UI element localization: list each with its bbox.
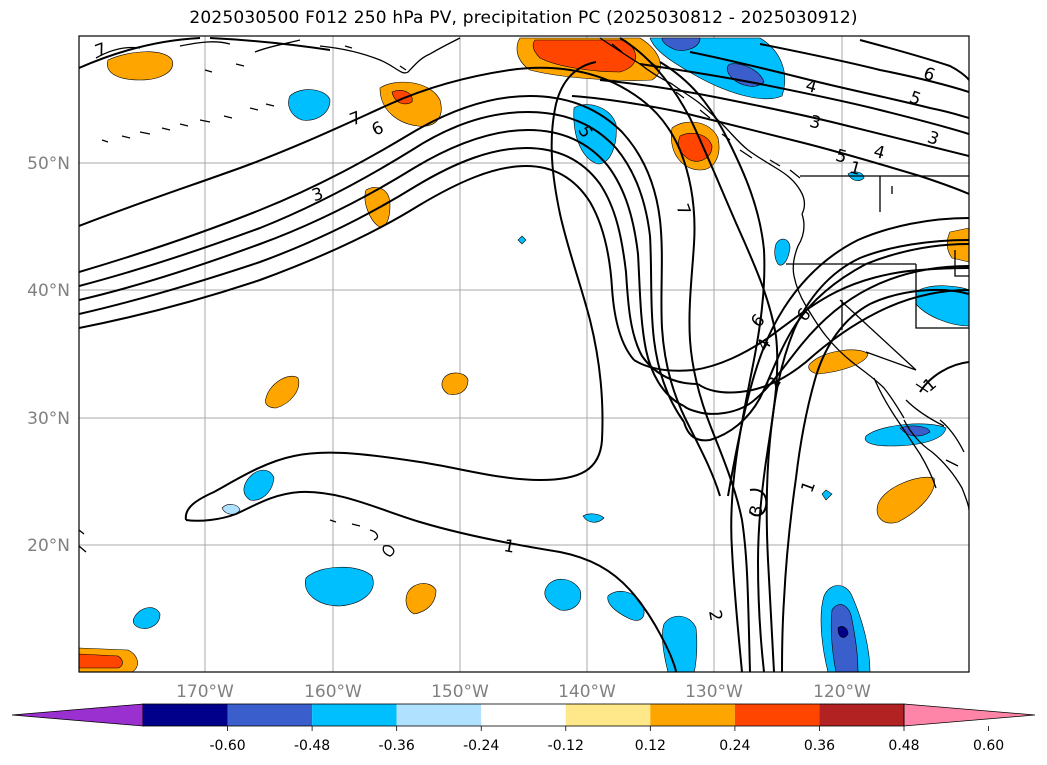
colorbar-extend-low bbox=[11, 703, 144, 727]
map-frame bbox=[78, 35, 970, 673]
colorbar-frame bbox=[142, 703, 905, 727]
pv-contour-label: 5 bbox=[833, 146, 849, 168]
precip-negative-south-4 bbox=[132, 607, 161, 629]
page-title: 2025030500 F012 250 hPa PV, precipitatio… bbox=[189, 8, 858, 28]
pv-contour-label: 3 bbox=[807, 112, 823, 134]
precip-negative-south-3 bbox=[662, 615, 698, 672]
colorbar-tick-label: -0.36 bbox=[379, 738, 415, 754]
pv-contour-4b bbox=[727, 217, 969, 497]
precip-positive-mid-3 bbox=[441, 372, 469, 395]
longitude-labels: 170°W 160°W 150°W 140°W 130°W 120°W bbox=[176, 682, 871, 702]
latitude-labels: 50°N 40°N 30°N 20°N bbox=[27, 154, 70, 556]
pv-contour-n7 bbox=[859, 39, 969, 81]
pv-contour-9 bbox=[633, 267, 969, 372]
precip-positive-mid-2 bbox=[265, 376, 300, 409]
precip-negative-south-2 bbox=[607, 591, 645, 621]
pv-contour-label: 4 bbox=[803, 76, 819, 98]
precip-negative-south-1 bbox=[544, 578, 582, 611]
lat-label: 50°N bbox=[27, 154, 70, 174]
pv-contour-2a bbox=[619, 37, 779, 672]
precip-positive-baja bbox=[876, 476, 935, 524]
pv-contour-label: 1 bbox=[847, 158, 863, 180]
precip-positive-nw-corner bbox=[107, 51, 173, 81]
pv-contour-6a bbox=[79, 128, 685, 407]
pv-contour-1b bbox=[185, 490, 677, 672]
pv-contour-1d bbox=[781, 288, 969, 672]
colorbar-tick-label: -0.12 bbox=[548, 738, 584, 754]
colorbar-tick-label: -0.48 bbox=[294, 738, 330, 754]
colorbar-tick-label: 0.36 bbox=[804, 738, 835, 754]
pv-contour-6b bbox=[683, 265, 969, 415]
pv-contour-7a bbox=[79, 146, 699, 385]
pv-contours bbox=[79, 37, 969, 672]
pv-contour-n4 bbox=[639, 63, 969, 135]
pv-contour-n3 bbox=[599, 79, 969, 157]
pv-contour-2b bbox=[765, 239, 969, 672]
lon-label: 150°W bbox=[431, 682, 489, 702]
colorbar-tick-label: 0.12 bbox=[635, 738, 666, 754]
colorbar: -0.60 -0.48 -0.36 -0.24 -0.12 0.12 0.24 0.36 0.4… bbox=[11, 703, 1036, 754]
pv-contour-4a bbox=[79, 94, 721, 497]
lon-label: 160°W bbox=[304, 682, 362, 702]
pv-contour-5b bbox=[683, 243, 969, 442]
lon-label: 130°W bbox=[685, 682, 743, 702]
pv-contour-1c bbox=[659, 61, 766, 672]
precip-positive-south-1 bbox=[405, 583, 437, 615]
pv-contour-1e bbox=[919, 361, 969, 393]
colorbar-tick-label: -0.24 bbox=[463, 738, 499, 754]
colorbar-segment bbox=[143, 704, 228, 726]
colorbar-extend-high bbox=[903, 703, 1036, 727]
colorbar-tick-label: 0.60 bbox=[973, 738, 1004, 754]
precip-negative-nevada bbox=[915, 285, 969, 327]
lon-label: 170°W bbox=[176, 682, 234, 702]
precip-negative-ca-coast bbox=[774, 238, 791, 266]
colorbar-segments bbox=[11, 703, 1036, 727]
precipitation-shading bbox=[79, 37, 969, 672]
precip-negative-hawaii-ne bbox=[305, 566, 374, 607]
pv-contour-n6 bbox=[759, 43, 969, 93]
pv-contour-label: 4 bbox=[871, 142, 887, 164]
lat-label: 40°N bbox=[27, 281, 70, 301]
pv-contour-label: 1 bbox=[502, 536, 516, 558]
pv-contour-2c bbox=[749, 488, 768, 517]
colorbar-segment bbox=[227, 704, 313, 726]
map-panel bbox=[78, 35, 970, 673]
precip-negative-w-pacific bbox=[243, 469, 275, 501]
colorbar-segment bbox=[565, 704, 651, 726]
pv-contour-5a bbox=[79, 110, 685, 423]
lat-label: 20°N bbox=[27, 536, 70, 556]
colorbar-tick-labels: -0.60 -0.48 -0.36 -0.24 -0.12 0.12 0.24 0.36 0.4… bbox=[209, 726, 1004, 754]
lat-label: 30°N bbox=[27, 409, 70, 429]
pv-contour-label: 2 bbox=[704, 609, 726, 623]
pv-contour-n2 bbox=[571, 95, 969, 195]
colorbar-segment bbox=[312, 704, 397, 726]
pv-contour-label: 3 bbox=[746, 504, 768, 518]
colorbar-segment bbox=[734, 704, 820, 726]
pv-contour-n1 bbox=[79, 37, 331, 69]
pv-contour-3a bbox=[79, 66, 751, 672]
lon-label: 140°W bbox=[558, 682, 616, 702]
colorbar-tick-label: -0.60 bbox=[209, 738, 245, 754]
lon-label: 120°W bbox=[813, 682, 871, 702]
colorbar-tick-label: 0.48 bbox=[888, 738, 919, 754]
colorbar-segment bbox=[481, 704, 566, 726]
colorbar-segment bbox=[396, 704, 482, 726]
pv-contour-7b bbox=[697, 289, 969, 394]
colorbar-tick-label: 0.24 bbox=[719, 738, 750, 754]
colorbar-segment bbox=[819, 704, 904, 726]
colorbar-segment bbox=[650, 704, 735, 726]
pv-contour-n5 bbox=[689, 51, 969, 119]
pv-contour-8 bbox=[79, 164, 635, 361]
precip-negative-ak-peninsula bbox=[288, 89, 331, 121]
